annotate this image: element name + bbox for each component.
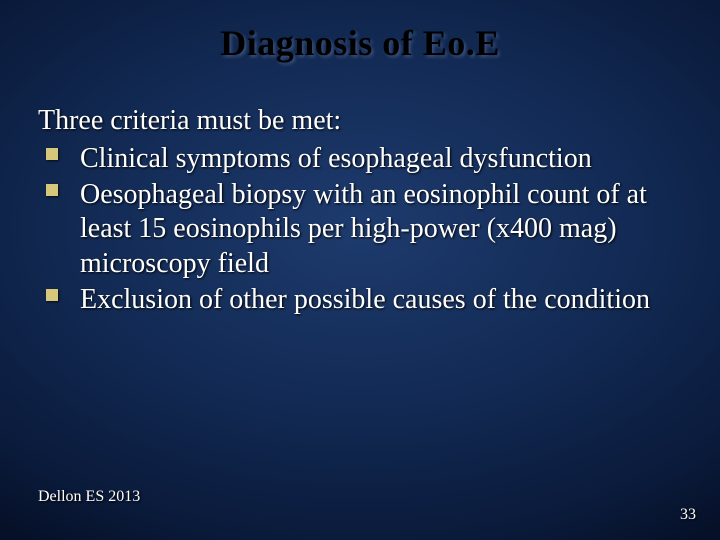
list-item: Clinical symptoms of esophageal dysfunct… (44, 142, 682, 176)
list-item: Oesophageal biopsy with an eosinophil co… (44, 178, 682, 280)
square-bullet-icon (46, 148, 58, 160)
bullet-text: Clinical symptoms of esophageal dysfunct… (80, 143, 592, 174)
slide-title: Diagnosis of Eo.E (38, 22, 682, 64)
bullet-list: Clinical symptoms of esophageal dysfunct… (38, 142, 682, 317)
slide-container: Diagnosis of Eo.E Three criteria must be… (0, 0, 720, 540)
intro-text: Three criteria must be met: (38, 104, 682, 138)
square-bullet-icon (46, 184, 58, 196)
citation-text: Dellon ES 2013 (38, 488, 140, 506)
bullet-text: Oesophageal biopsy with an eosinophil co… (80, 179, 647, 278)
bullet-text: Exclusion of other possible causes of th… (80, 284, 650, 315)
page-number: 33 (680, 506, 696, 524)
square-bullet-icon (46, 289, 58, 301)
list-item: Exclusion of other possible causes of th… (44, 283, 682, 317)
